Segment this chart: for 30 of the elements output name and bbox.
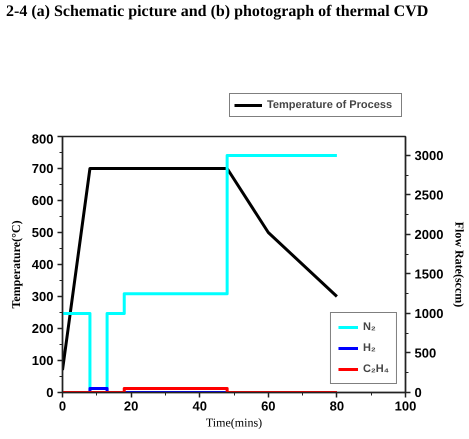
y-tick-label: 700 <box>32 161 54 176</box>
y2-axis-title: Flow Rate(sccm) <box>452 222 466 308</box>
y-tick-label: 400 <box>32 257 54 272</box>
legend-label: Temperature of Process <box>267 99 394 111</box>
y2-tick-label: 3000 <box>414 148 444 163</box>
x-tick-label: 80 <box>330 398 344 414</box>
legend-label: H₂ <box>362 342 377 354</box>
x-tick-label: 40 <box>192 398 207 414</box>
x-tick-label: 0 <box>58 398 66 414</box>
y2-tick-label: 1500 <box>414 266 444 282</box>
y-tick-label: 100 <box>32 353 54 368</box>
x-tick-label: 60 <box>261 398 276 414</box>
x-axis-title: Time(mins) <box>206 416 262 430</box>
legend-label: N₂ <box>362 321 377 333</box>
text: 2-4 (a) Schematic picture and (b) photograph of thermal CVD <box>6 2 428 22</box>
y-axis-title: Temperature(°C) <box>8 220 23 309</box>
y2-tick-label: 2000 <box>414 226 444 242</box>
y-tick-label: 800 <box>32 132 54 146</box>
legend-label: C₂H₄ <box>362 363 389 375</box>
x-tick-label: 20 <box>124 398 138 414</box>
y2-tick-label: 1000 <box>414 306 444 321</box>
y-tick-label: 500 <box>32 225 54 240</box>
x-tick-label: 100 <box>394 398 416 414</box>
y-tick-label: 600 <box>32 193 54 208</box>
y-tick-label: 300 <box>32 289 54 304</box>
y2-tick-label: 0 <box>414 385 422 400</box>
y-tick-label: 0 <box>46 385 54 400</box>
y-tick-label: 200 <box>32 321 54 336</box>
y2-tick-label: 2500 <box>414 187 444 202</box>
y2-tick-label: 500 <box>414 345 436 360</box>
